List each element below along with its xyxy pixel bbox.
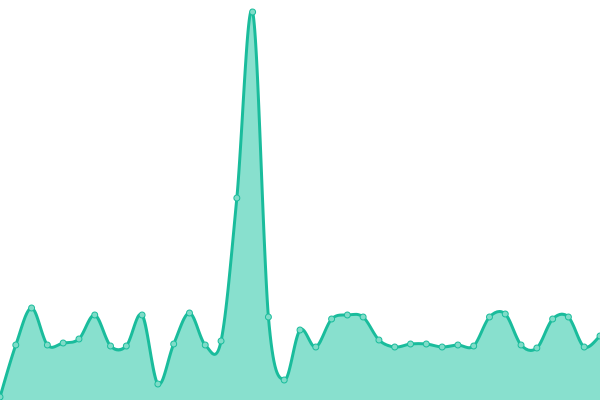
data-point-26 — [407, 340, 415, 348]
data-point-35 — [549, 315, 557, 323]
data-point-25 — [391, 343, 399, 351]
data-point-19 — [296, 326, 304, 334]
data-point-28 — [438, 343, 446, 351]
data-point-20 — [312, 343, 320, 351]
data-point-18 — [280, 376, 288, 384]
data-point-23 — [359, 313, 367, 321]
data-point-5 — [75, 335, 83, 343]
data-point-24 — [375, 336, 383, 344]
data-point-38 — [596, 332, 600, 340]
data-point-11 — [170, 340, 178, 348]
data-point-1 — [12, 341, 20, 349]
data-point-14 — [217, 337, 225, 345]
data-point-0 — [0, 393, 4, 400]
data-point-13 — [201, 341, 209, 349]
data-point-9 — [138, 311, 146, 319]
data-point-34 — [533, 344, 541, 352]
area-fill — [0, 10, 600, 400]
data-point-2 — [28, 304, 36, 312]
data-point-36 — [564, 313, 572, 321]
data-point-30 — [470, 342, 478, 350]
data-point-32 — [501, 310, 509, 318]
data-point-16 — [249, 8, 257, 16]
data-point-33 — [517, 341, 525, 349]
data-point-10 — [154, 380, 162, 388]
data-point-29 — [454, 341, 462, 349]
data-point-22 — [343, 311, 351, 319]
data-markers — [0, 8, 600, 400]
data-point-37 — [580, 343, 588, 351]
data-point-7 — [107, 342, 115, 350]
data-point-12 — [185, 309, 193, 317]
data-point-4 — [59, 339, 67, 347]
data-point-6 — [91, 311, 99, 319]
data-point-8 — [122, 342, 130, 350]
data-point-17 — [264, 313, 272, 321]
data-point-31 — [485, 313, 493, 321]
data-point-15 — [233, 194, 241, 202]
data-point-27 — [422, 340, 430, 348]
data-point-3 — [43, 341, 51, 349]
data-point-21 — [328, 315, 336, 323]
